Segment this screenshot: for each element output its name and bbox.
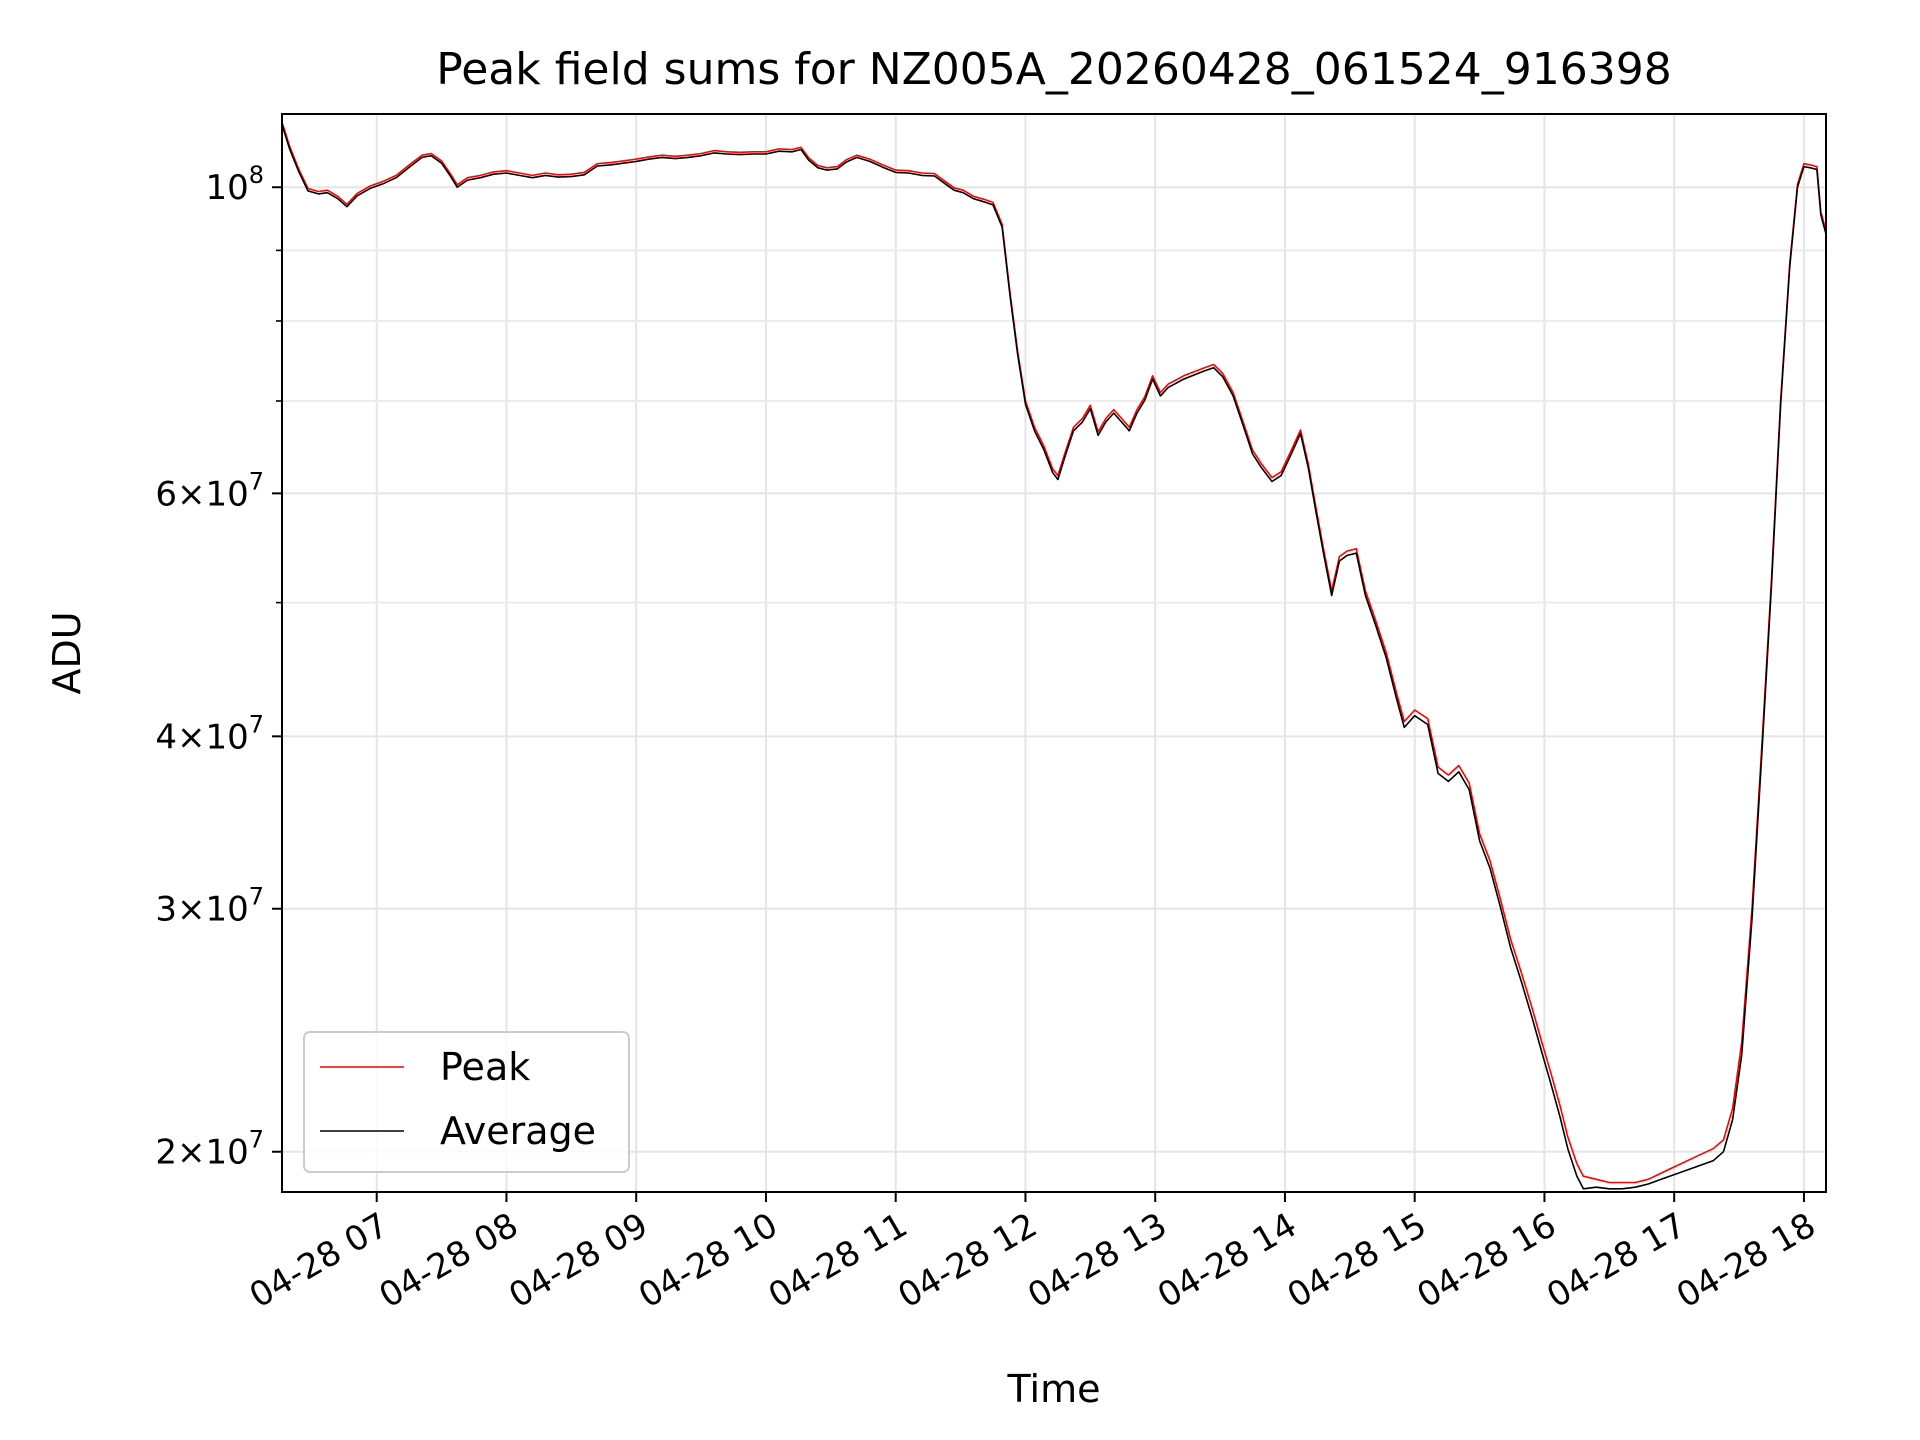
chart-title: Peak field sums for NZ005A_20260428_0615… [436,44,1671,95]
series-average-line [281,124,1827,1190]
y-tick-label: 6×107 [155,467,264,514]
x-axis-label: Time [1007,1367,1101,1411]
y-tick-label: 4×107 [155,710,264,757]
y-tick-label: 108 [205,161,264,208]
plot-frame [281,113,1827,1193]
legend-average-label: Average [440,1109,596,1153]
legend-peak-label: Peak [440,1045,530,1089]
y-tick-label: 2×107 [155,1126,264,1173]
y-axis-label: ADU [45,611,89,694]
legend[interactable]: Peak Average [303,1031,630,1173]
series-peak-line [281,121,1827,1184]
y-tick-label: 3×107 [155,883,264,930]
series-lines [281,121,1827,1190]
